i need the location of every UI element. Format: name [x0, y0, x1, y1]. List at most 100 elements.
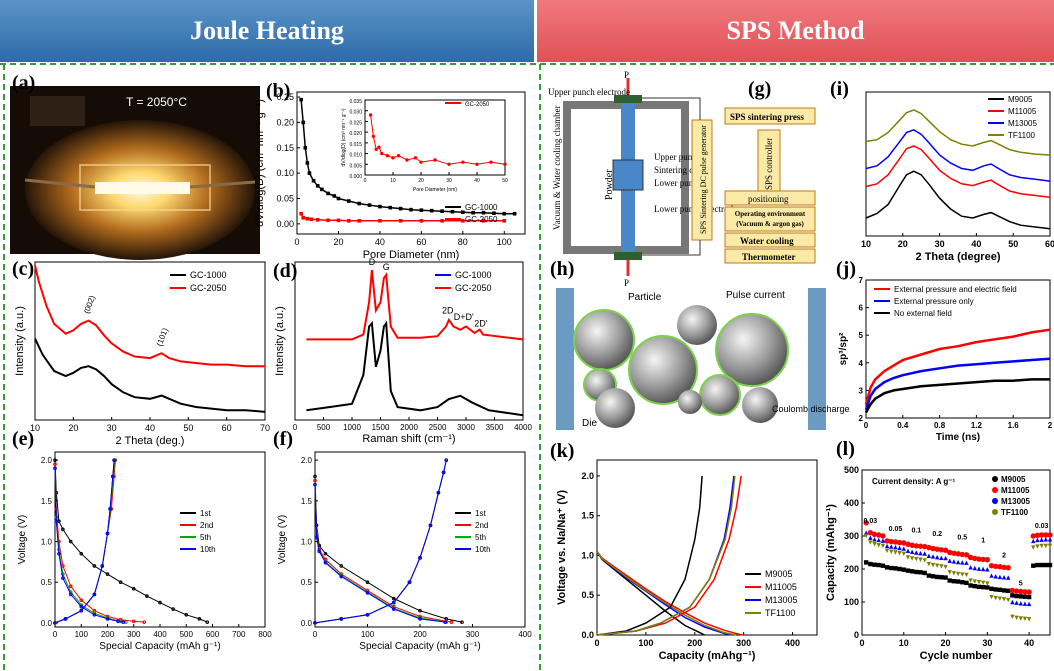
discharge-point: [79, 551, 84, 556]
discharge-point: [323, 551, 328, 556]
point-tf1100: [909, 556, 915, 561]
discharge-point: [68, 539, 73, 544]
series-gc-1000: [306, 320, 524, 417]
point-tf1100: [922, 558, 927, 563]
point-gc-1000: [367, 203, 372, 207]
legend-label: No external field: [894, 309, 952, 318]
series-sp3-ratio: [864, 328, 1051, 405]
point-m11005: [1047, 532, 1053, 538]
legend: GC-2050: [445, 102, 490, 108]
point-gc-2050: [315, 218, 320, 222]
series-m13005: [865, 128, 1051, 182]
point-tf1100: [968, 578, 973, 583]
x-tick-label: 0: [594, 638, 599, 648]
legend-label: 10th: [475, 545, 491, 554]
y-tick-label: 1.5: [41, 497, 53, 506]
point-gc-2050: [502, 219, 507, 223]
legend-swatch: [992, 476, 998, 482]
charge-curve: [54, 460, 115, 624]
water-cooling-box: [724, 232, 816, 248]
point-m13005: [914, 550, 919, 555]
legend: 1st 2nd 5th 10th: [180, 509, 216, 554]
point-tf1100: [985, 581, 990, 586]
x-tick-label: 200: [413, 630, 427, 639]
plot-frame: [364, 99, 506, 176]
discharge-point: [142, 620, 147, 624]
plot-frame: [865, 279, 1051, 419]
point-m13005: [930, 554, 936, 559]
point-tf1100: [1047, 543, 1053, 549]
point-inset: [374, 147, 378, 151]
point-gc-2050: [326, 218, 330, 223]
point-gc-1000: [357, 201, 361, 206]
point-m11005: [997, 563, 1003, 570]
point-gc-1000: [450, 209, 455, 214]
point-tf1100: [884, 548, 890, 554]
left-electrode: [24, 178, 96, 189]
x-tick-label: 3500: [486, 423, 504, 432]
point-m13005: [909, 549, 915, 555]
point-gc-2050: [305, 216, 310, 221]
point-m13005: [960, 560, 965, 565]
chart-d: 0 500 1000 1500 2000 2500 3000 3500 4000 Raman sh…: [274, 257, 532, 445]
lower-electrode: [614, 252, 642, 260]
chart-i: 10 20 30 40 50 602 Theta (degree)M9005M11005M…: [861, 91, 1054, 263]
legend-swatch: [992, 487, 998, 493]
legend-label: 1st: [200, 509, 211, 518]
rate-label: 0.5: [957, 534, 967, 541]
x-tick-label: 40: [474, 178, 480, 184]
point-m13005: [897, 545, 902, 551]
point-m9005: [1018, 594, 1023, 599]
y-tick-label: 1.0: [581, 550, 594, 560]
point-m9005: [901, 567, 906, 572]
x-axis-label: Capacity (mAhg⁻¹): [659, 650, 756, 662]
peak-label: (101): [155, 326, 170, 347]
point-gc-1000: [305, 161, 310, 165]
x-axis-label: Special Capacity (mAh g⁻¹): [99, 641, 220, 652]
x-tick-label: 40: [971, 239, 981, 249]
point-tf1100: [935, 563, 940, 568]
point-m13005: [926, 553, 932, 558]
plot-frame: [865, 91, 1051, 237]
discharge-point: [79, 604, 84, 609]
legend-label: M9005: [1001, 475, 1026, 484]
point-m13005: [872, 537, 877, 542]
point-inset: [368, 113, 373, 117]
point-gc-1000: [301, 120, 306, 125]
y-tick-label: 0.000: [349, 174, 362, 180]
point-inset: [503, 162, 507, 166]
point-tf1100: [976, 580, 982, 585]
point-tf1100: [1026, 616, 1032, 622]
legend-label: 5th: [475, 533, 486, 542]
point-gc-2050: [378, 219, 382, 223]
discharge-point: [313, 474, 317, 479]
x-tick-label: 20: [941, 638, 951, 648]
rate-label: 0.03: [864, 518, 878, 525]
x-tick-label: 40: [375, 237, 385, 247]
y-axis-label: dV/dlog(D) (cm³ nm⁻¹ g⁻¹): [254, 99, 266, 227]
charge-point: [365, 612, 370, 617]
point-gc-1000: [398, 206, 403, 211]
y-axis-label: sp³/sp²: [838, 332, 849, 365]
point-tf1100: [1035, 544, 1040, 549]
point-m13005: [951, 559, 957, 564]
point-m13005: [1018, 601, 1023, 606]
point-gc-2050: [461, 219, 465, 223]
upper-electrode: [614, 95, 642, 103]
discharge-point: [197, 617, 202, 621]
sintering-press-box: [724, 107, 816, 125]
charge-point: [92, 592, 97, 597]
panel-label-f: (f): [273, 428, 293, 450]
y-tick-label: 0.00: [276, 219, 294, 229]
legend: GC-1000 GC-2050: [445, 203, 498, 224]
point-m11005: [972, 555, 978, 562]
discharge-point: [145, 594, 149, 598]
legend-label: 2nd: [200, 521, 213, 530]
point-tf1100: [960, 572, 965, 577]
point-m9005: [897, 566, 902, 572]
discharge-point: [118, 580, 123, 585]
point-m13005: [889, 544, 894, 549]
discharge-point: [68, 592, 73, 597]
point-m9005: [926, 573, 932, 578]
y-tick-label: 0.020: [349, 131, 362, 137]
